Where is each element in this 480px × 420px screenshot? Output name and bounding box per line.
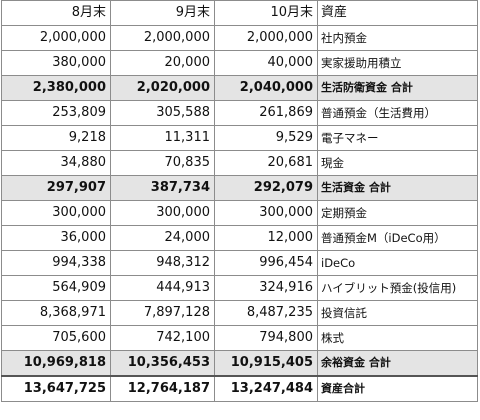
cell-aug[interactable]: 297,907 [1, 175, 111, 201]
cell-label[interactable]: 定期預金 [317, 200, 478, 226]
cell-sep[interactable]: 300,000 [110, 200, 215, 226]
header-oct[interactable]: 10月末 [214, 0, 318, 26]
cell-oct[interactable]: 40,000 [214, 50, 318, 76]
cell-sep[interactable]: 10,356,453 [110, 350, 215, 377]
cell-oct[interactable]: 292,079 [214, 175, 318, 201]
cell-label[interactable]: 普通預金（生活費用） [317, 100, 478, 126]
cell-oct[interactable]: 324,916 [214, 275, 318, 301]
cell-label[interactable]: 現金 [317, 150, 478, 176]
cell-aug[interactable]: 36,000 [1, 225, 111, 251]
table-row: 9,218 11,311 9,529 電子マネー [1, 125, 478, 151]
cell-sep[interactable]: 305,588 [110, 100, 215, 126]
table-row: 300,000 300,000 300,000 定期預金 [1, 200, 478, 226]
cell-aug[interactable]: 8,368,971 [1, 300, 111, 326]
cell-aug[interactable]: 300,000 [1, 200, 111, 226]
cell-oct[interactable]: 20,681 [214, 150, 318, 176]
cell-oct[interactable]: 12,000 [214, 225, 318, 251]
cell-aug[interactable]: 705,600 [1, 325, 111, 351]
cell-label[interactable]: 株式 [317, 325, 478, 351]
cell-label[interactable]: 社内預金 [317, 25, 478, 51]
subtotal-row: 297,907 387,734 292,079 生活資金 合計 [1, 175, 478, 201]
cell-aug[interactable]: 253,809 [1, 100, 111, 126]
cell-oct[interactable]: 2,000,000 [214, 25, 318, 51]
cell-label[interactable]: iDeCo [317, 250, 478, 276]
cell-aug[interactable]: 994,338 [1, 250, 111, 276]
table-row: 705,600 742,100 794,800 株式 [1, 325, 478, 351]
cell-sep[interactable]: 742,100 [110, 325, 215, 351]
header-aug[interactable]: 8月末 [1, 0, 111, 26]
cell-oct[interactable]: 996,454 [214, 250, 318, 276]
cell-label[interactable]: 電子マネー [317, 125, 478, 151]
cell-aug[interactable]: 380,000 [1, 50, 111, 76]
table-row: 34,880 70,835 20,681 現金 [1, 150, 478, 176]
table-row: 994,338 948,312 996,454 iDeCo [1, 250, 478, 276]
header-asset[interactable]: 資産 [317, 0, 478, 26]
cell-label[interactable]: 実家援助用積立 [317, 50, 478, 76]
cell-aug[interactable]: 2,000,000 [1, 25, 111, 51]
cell-label[interactable]: 普通預金M（iDeCo用） [317, 225, 478, 251]
cell-sep[interactable]: 20,000 [110, 50, 215, 76]
cell-aug[interactable]: 10,969,818 [1, 350, 111, 377]
cell-label[interactable]: 投資信託 [317, 300, 478, 326]
table-row: 8,368,971 7,897,128 8,487,235 投資信託 [1, 300, 478, 326]
table-row: 253,809 305,588 261,869 普通預金（生活費用） [1, 100, 478, 126]
subtotal-row: 10,969,818 10,356,453 10,915,405 余裕資金 合計 [1, 350, 478, 377]
cell-label[interactable]: 生活防衛資金 合計 [317, 75, 478, 101]
cell-oct[interactable]: 261,869 [214, 100, 318, 126]
cell-oct[interactable]: 10,915,405 [214, 350, 318, 377]
cell-label[interactable]: ハイブリット預金(投信用) [317, 275, 478, 301]
cell-sep[interactable]: 11,311 [110, 125, 215, 151]
cell-label[interactable]: 生活資金 合計 [317, 175, 478, 201]
cell-oct[interactable]: 8,487,235 [214, 300, 318, 326]
cell-oct[interactable]: 13,247,484 [214, 375, 318, 402]
cell-sep[interactable]: 12,764,187 [110, 375, 215, 402]
cell-label[interactable]: 余裕資金 合計 [317, 350, 478, 377]
cell-oct[interactable]: 2,040,000 [214, 75, 318, 101]
cell-aug[interactable]: 34,880 [1, 150, 111, 176]
cell-aug[interactable]: 13,647,725 [1, 375, 111, 402]
cell-sep[interactable]: 2,000,000 [110, 25, 215, 51]
cell-sep[interactable]: 70,835 [110, 150, 215, 176]
table-row: 36,000 24,000 12,000 普通預金M（iDeCo用） [1, 225, 478, 251]
table-row: 564,909 444,913 324,916 ハイブリット預金(投信用) [1, 275, 478, 301]
cell-sep[interactable]: 387,734 [110, 175, 215, 201]
cell-sep[interactable]: 24,000 [110, 225, 215, 251]
grand-total-row: 13,647,725 12,764,187 13,247,484 資産合計 [1, 375, 478, 402]
header-row: 8月末 9月末 10月末 資産 [1, 0, 478, 26]
cell-oct[interactable]: 794,800 [214, 325, 318, 351]
cell-aug[interactable]: 564,909 [1, 275, 111, 301]
cell-label[interactable]: 資産合計 [317, 375, 478, 402]
table-row: 2,000,000 2,000,000 2,000,000 社内預金 [1, 25, 478, 51]
cell-oct[interactable]: 9,529 [214, 125, 318, 151]
table-row: 380,000 20,000 40,000 実家援助用積立 [1, 50, 478, 76]
cell-sep[interactable]: 2,020,000 [110, 75, 215, 101]
subtotal-row: 2,380,000 2,020,000 2,040,000 生活防衛資金 合計 [1, 75, 478, 101]
asset-table: 8月末 9月末 10月末 資産 2,000,000 2,000,000 2,00… [1, 0, 478, 402]
cell-aug[interactable]: 9,218 [1, 125, 111, 151]
cell-sep[interactable]: 948,312 [110, 250, 215, 276]
header-sep[interactable]: 9月末 [110, 0, 215, 26]
cell-aug[interactable]: 2,380,000 [1, 75, 111, 101]
cell-sep[interactable]: 7,897,128 [110, 300, 215, 326]
cell-sep[interactable]: 444,913 [110, 275, 215, 301]
cell-oct[interactable]: 300,000 [214, 200, 318, 226]
